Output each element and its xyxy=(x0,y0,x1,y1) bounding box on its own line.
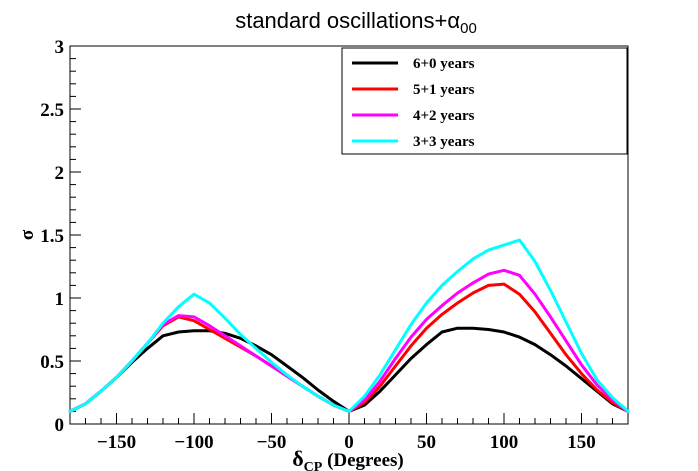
series-line-1 xyxy=(68,326,630,413)
y-axis-label: σ xyxy=(17,229,38,240)
x-tick-label: −100 xyxy=(174,432,213,453)
legend-label-3: 4+2 years xyxy=(413,108,475,124)
x-axis-tick-labels: −150 −100 −50 0 50 100 150 xyxy=(97,432,596,453)
legend: 6+0 years 5+1 years 4+2 years 3+3 years xyxy=(341,47,628,155)
y-tick-label: 3 xyxy=(55,37,65,58)
y-tick-label: 0 xyxy=(55,415,65,436)
x-tick-label: 100 xyxy=(490,432,519,453)
x-axis-ticks xyxy=(69,413,629,424)
x-tick-label: −50 xyxy=(257,432,287,453)
y-axis-tick-labels: 0 0.5 1 1.5 2 2.5 3 xyxy=(40,37,64,436)
series-line-2 xyxy=(68,282,630,413)
x-axis-label: δCP (Degrees) xyxy=(292,446,404,471)
chart-title: standard oscillations+α00 xyxy=(235,8,477,37)
series-line-3 xyxy=(68,268,630,413)
y-tick-label: 2.5 xyxy=(40,100,64,121)
x-tick-label: 0 xyxy=(344,432,354,453)
y-tick-label: 1 xyxy=(55,289,65,310)
series-lines xyxy=(68,238,630,413)
legend-items: 6+0 years 5+1 years 4+2 years 3+3 years xyxy=(352,56,475,150)
x-tick-label: −150 xyxy=(97,432,136,453)
y-tick-label: 1.5 xyxy=(40,226,64,247)
y-tick-label: 2 xyxy=(55,163,65,184)
legend-label-1: 6+0 years xyxy=(413,56,475,72)
legend-box xyxy=(341,47,628,155)
x-tick-label: 150 xyxy=(567,432,596,453)
legend-label-4: 3+3 years xyxy=(413,134,475,150)
legend-label-2: 5+1 years xyxy=(413,82,475,98)
x-tick-label: 50 xyxy=(417,432,436,453)
series-line-4 xyxy=(68,238,630,413)
y-tick-label: 0.5 xyxy=(40,352,64,373)
y-axis-ticks xyxy=(70,45,81,425)
